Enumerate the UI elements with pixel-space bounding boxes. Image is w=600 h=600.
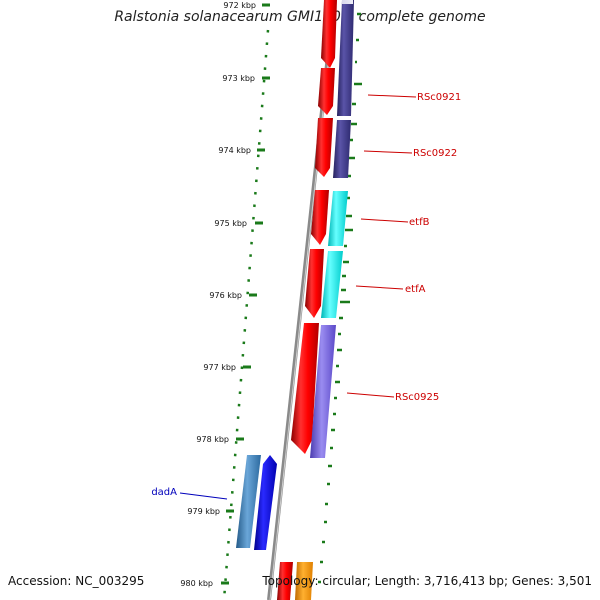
ruler-labels: 972 kbp 973 kbp 974 kbp 975 kbp 976 kbp … (180, 1, 256, 588)
cog-feature (337, 0, 354, 116)
cds-feature (254, 455, 277, 550)
ruler-tick-label: 976 kbp (209, 291, 242, 300)
cog-feature (310, 325, 336, 458)
gene-label-rsc0925: RSc0925 (395, 392, 439, 403)
ruler-tick-label: 972 kbp (223, 1, 256, 10)
cds-feature (291, 323, 319, 454)
cds-feature (321, 0, 337, 68)
gene-label-etfb: etfB (409, 217, 430, 228)
cds-feature (318, 68, 335, 115)
genome-summary-text: Topology: circular; Length: 3,716,413 bp… (262, 574, 592, 588)
gene-label-dada: dadA (151, 487, 177, 498)
cog-feature (295, 562, 313, 600)
reverse-cds-track (236, 455, 277, 550)
label-leaders (179, 94, 417, 500)
cds-feature (315, 118, 333, 177)
forward-cds-track (277, 0, 337, 600)
ruler-dotted-track (222, 29, 270, 600)
cog-feature (328, 191, 348, 246)
cds-feature (311, 190, 329, 245)
gene-label-rsc0922: RSc0922 (413, 148, 457, 159)
cog-track (295, 0, 354, 600)
ruler-tick-label: 973 kbp (222, 74, 255, 83)
gene-label-etfa: etfA (405, 284, 426, 295)
cog-feature (333, 120, 351, 178)
ruler-ticks (221, 3, 270, 585)
cog-feature (321, 251, 343, 318)
gene-labels: RSc0921 RSc0922 etfB etfA RSc0925 dadA (151, 92, 461, 498)
ruler-tick-label: 977 kbp (203, 363, 236, 372)
cds-feature (305, 249, 324, 318)
ruler-tick-label: 975 kbp (214, 219, 247, 228)
ruler-tick-label: 974 kbp (218, 146, 251, 155)
ruler-tick-label: 979 kbp (187, 507, 220, 516)
cog-feature (342, 0, 353, 4)
cds-feature (236, 455, 261, 548)
ruler-tick-label: 978 kbp (196, 435, 229, 444)
map-title: Ralstonia solanacearum GMI1000, complete… (114, 9, 486, 25)
gc-content-track (318, 12, 362, 584)
accession-text: Accession: NC_003295 (8, 574, 145, 588)
gene-label-rsc0921: RSc0921 (417, 92, 461, 103)
ruler-tick-label: 980 kbp (180, 579, 213, 588)
cds-feature (277, 562, 293, 600)
